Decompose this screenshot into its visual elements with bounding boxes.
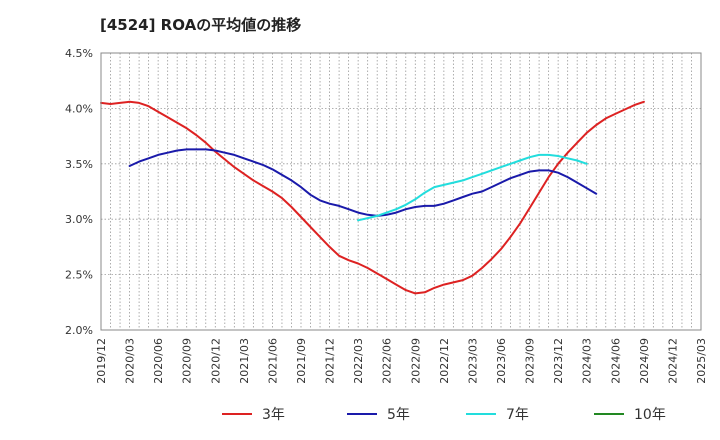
- series-line-7年: [357, 153, 588, 222]
- x-tick-label: 2020/12: [209, 338, 222, 384]
- x-tick-label: 2020/09: [181, 338, 194, 384]
- x-tick-label: 2022/09: [409, 338, 422, 384]
- x-tick-label: 2024/06: [609, 338, 622, 384]
- series-lines: [100, 100, 645, 295]
- x-tick-label: 2023/12: [552, 338, 565, 384]
- grid-lines: [101, 52, 701, 331]
- y-tick-label: 3.0%: [65, 213, 93, 226]
- x-tick-label: 2022/12: [438, 338, 451, 384]
- y-tick-label: 2.5%: [65, 269, 93, 282]
- y-tick-label: 2.0%: [65, 324, 93, 337]
- x-tick-label: 2021/06: [266, 338, 279, 384]
- x-tick-label: 2021/12: [324, 338, 337, 384]
- x-axis-ticks: 2019/12 2020/03 2020/06 2020/09 2020/12 2021/…: [95, 338, 708, 384]
- y-tick-label: 3.5%: [65, 158, 93, 171]
- x-tick-label: 2022/06: [381, 338, 394, 384]
- legend-label: 5年: [387, 407, 410, 423]
- x-tick-label: 2021/03: [238, 338, 251, 384]
- series-line-3年: [100, 100, 645, 295]
- y-tick-label: 4.0%: [65, 102, 93, 115]
- legend-label: 3年: [262, 407, 285, 423]
- legend-label: 10年: [634, 407, 666, 423]
- x-tick-label: 2024/03: [581, 338, 594, 384]
- x-tick-label: 2023/09: [524, 338, 537, 384]
- x-tick-label: 2023/03: [466, 338, 479, 384]
- chart-title: [4524] ROAの平均値の推移: [100, 16, 302, 34]
- x-tick-label: 2022/03: [352, 338, 365, 384]
- x-tick-label: 2024/12: [666, 338, 679, 384]
- legend-label: 7年: [506, 407, 529, 423]
- x-tick-label: 2020/03: [124, 338, 137, 384]
- x-tick-label: 2019/12: [95, 338, 108, 384]
- x-tick-label: 2023/06: [495, 338, 508, 384]
- plot-area-frame: [100, 52, 702, 331]
- series-line-5年: [128, 148, 598, 217]
- y-tick-label: 4.5%: [65, 47, 93, 60]
- x-tick-label: 2025/03: [695, 338, 708, 384]
- x-tick-label: 2021/09: [295, 338, 308, 384]
- y-axis-ticks: 2.0% 2.5% 3.0% 3.5% 4.0% 4.5%: [65, 47, 93, 337]
- x-tick-label: 2020/06: [152, 338, 165, 384]
- legend: 3年 5年 7年 10年: [222, 407, 666, 423]
- x-tick-label: 2024/09: [638, 338, 651, 384]
